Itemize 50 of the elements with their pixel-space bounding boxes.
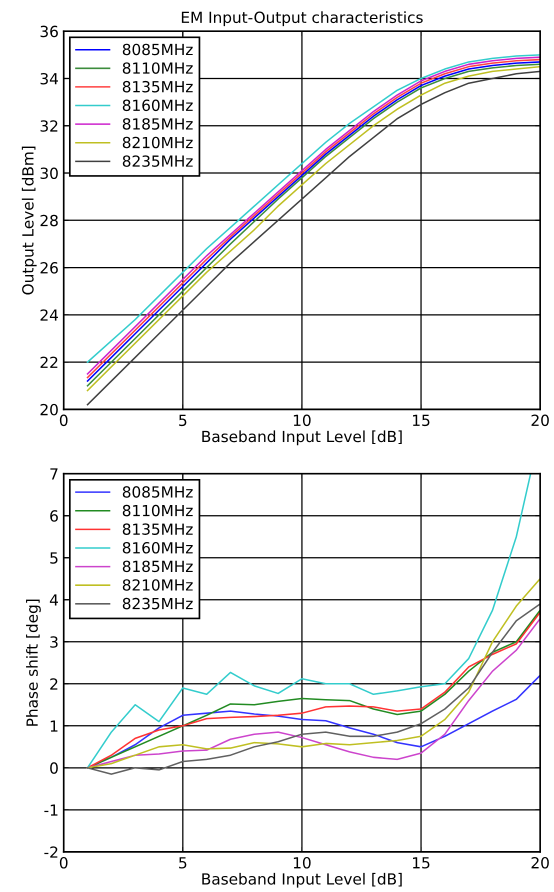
legend-label: 8110MHz (122, 504, 193, 516)
y-tick-label: 24 (40, 309, 58, 321)
y-axis-title: Output Level [dBm] (22, 146, 37, 294)
x-axis-title: Baseband Input Level [dB] (202, 872, 402, 888)
x-tick-label: 0 (60, 856, 68, 869)
y-axis-title: Phase shift [deg] (26, 600, 41, 726)
x-tick-label: 10 (294, 414, 311, 426)
y-tick-label: 1 (50, 720, 58, 732)
y-tick-label: 36 (40, 26, 58, 38)
x-tick-label: 10 (294, 856, 311, 869)
x-tick-label: 0 (60, 414, 68, 426)
y-tick-label: 30 (40, 168, 58, 180)
x-tick-label: 5 (179, 857, 186, 869)
x-tick-label: 15 (413, 857, 430, 869)
y-tick-label: 28 (40, 214, 58, 226)
y-tick-label: 3 (50, 636, 58, 648)
x-tick-label: 20 (532, 856, 549, 869)
legend-label: 8110MHz (122, 62, 193, 74)
y-tick-label: 7 (50, 468, 58, 480)
y-tick-label: 5 (50, 552, 58, 564)
legend-label: 8085MHz (122, 486, 193, 498)
x-tick-label: 20 (532, 414, 549, 426)
legend-label: 8160MHz (122, 100, 193, 112)
legend-label: 8210MHz (122, 136, 193, 148)
x-tick-label: 15 (413, 414, 430, 426)
line-series (86, 474, 532, 769)
y-tick-label: 22 (40, 356, 58, 368)
y-tick-label: -1 (44, 804, 58, 816)
legend-label: 8235MHz (122, 598, 193, 610)
y-tick-label: 6 (50, 510, 58, 522)
y-tick-label: 32 (40, 120, 58, 132)
chart-title: EM Input-Output characteristics (182, 11, 423, 26)
y-tick-label: 0 (50, 762, 58, 774)
legend-label: 8185MHz (122, 560, 193, 572)
y-tick-label: 26 (40, 262, 58, 274)
legend-label: 8185MHz (122, 118, 193, 130)
y-tick-label: 4 (50, 594, 58, 606)
x-tick-label: 5 (179, 414, 186, 426)
line-series (86, 578, 540, 769)
legend-label: 8085MHz (122, 44, 193, 56)
legend-label: 8135MHz (122, 523, 193, 535)
y-tick-label: -2 (44, 846, 58, 858)
y-tick-label: 34 (40, 72, 58, 85)
x-axis-title: Baseband Input Level [dB] (202, 430, 402, 446)
y-tick-label: 2 (50, 678, 58, 690)
legend-label: 8135MHz (122, 80, 193, 92)
y-tick-label: 20 (40, 404, 58, 416)
legend-label: 8235MHz (122, 155, 193, 167)
legend-label: 8160MHz (122, 542, 193, 554)
legend-label: 8210MHz (122, 579, 193, 591)
